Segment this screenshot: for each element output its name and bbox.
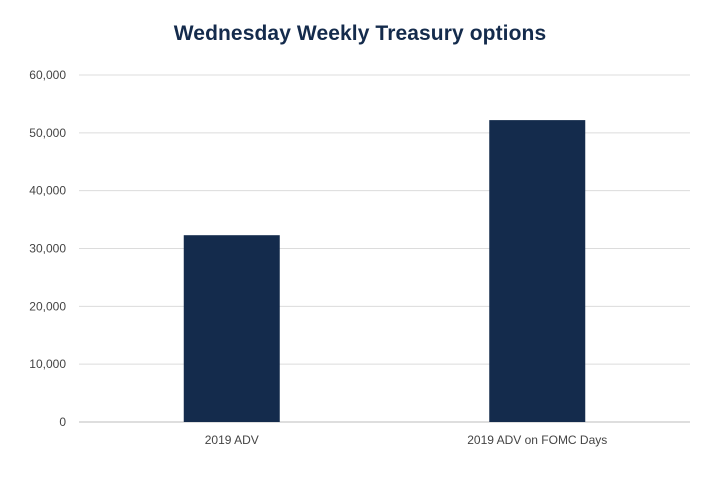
y-axis-ticks: 0 10,000 20,000 30,000 40,000 50,000 60,000 — [29, 68, 66, 429]
y-tick-label: 50,000 — [29, 126, 66, 140]
chart-title: Wednesday Weekly Treasury options — [173, 22, 547, 45]
gridlines — [79, 74, 690, 423]
y-tick-label: 60,000 — [29, 68, 66, 82]
bars — [183, 120, 586, 423]
bar — [489, 120, 586, 423]
y-tick-label: 20,000 — [29, 299, 66, 313]
y-tick-label: 10,000 — [29, 357, 66, 371]
x-axis-labels: 2019 ADV 2019 ADV on FOMC Days — [205, 433, 608, 447]
bar — [183, 235, 280, 422]
x-category-label: 2019 ADV on FOMC Days — [467, 433, 607, 447]
x-category-label: 2019 ADV — [205, 433, 259, 447]
y-tick-label: 0 — [59, 415, 66, 429]
y-tick-label: 40,000 — [29, 184, 66, 198]
y-tick-label: 30,000 — [29, 242, 66, 256]
